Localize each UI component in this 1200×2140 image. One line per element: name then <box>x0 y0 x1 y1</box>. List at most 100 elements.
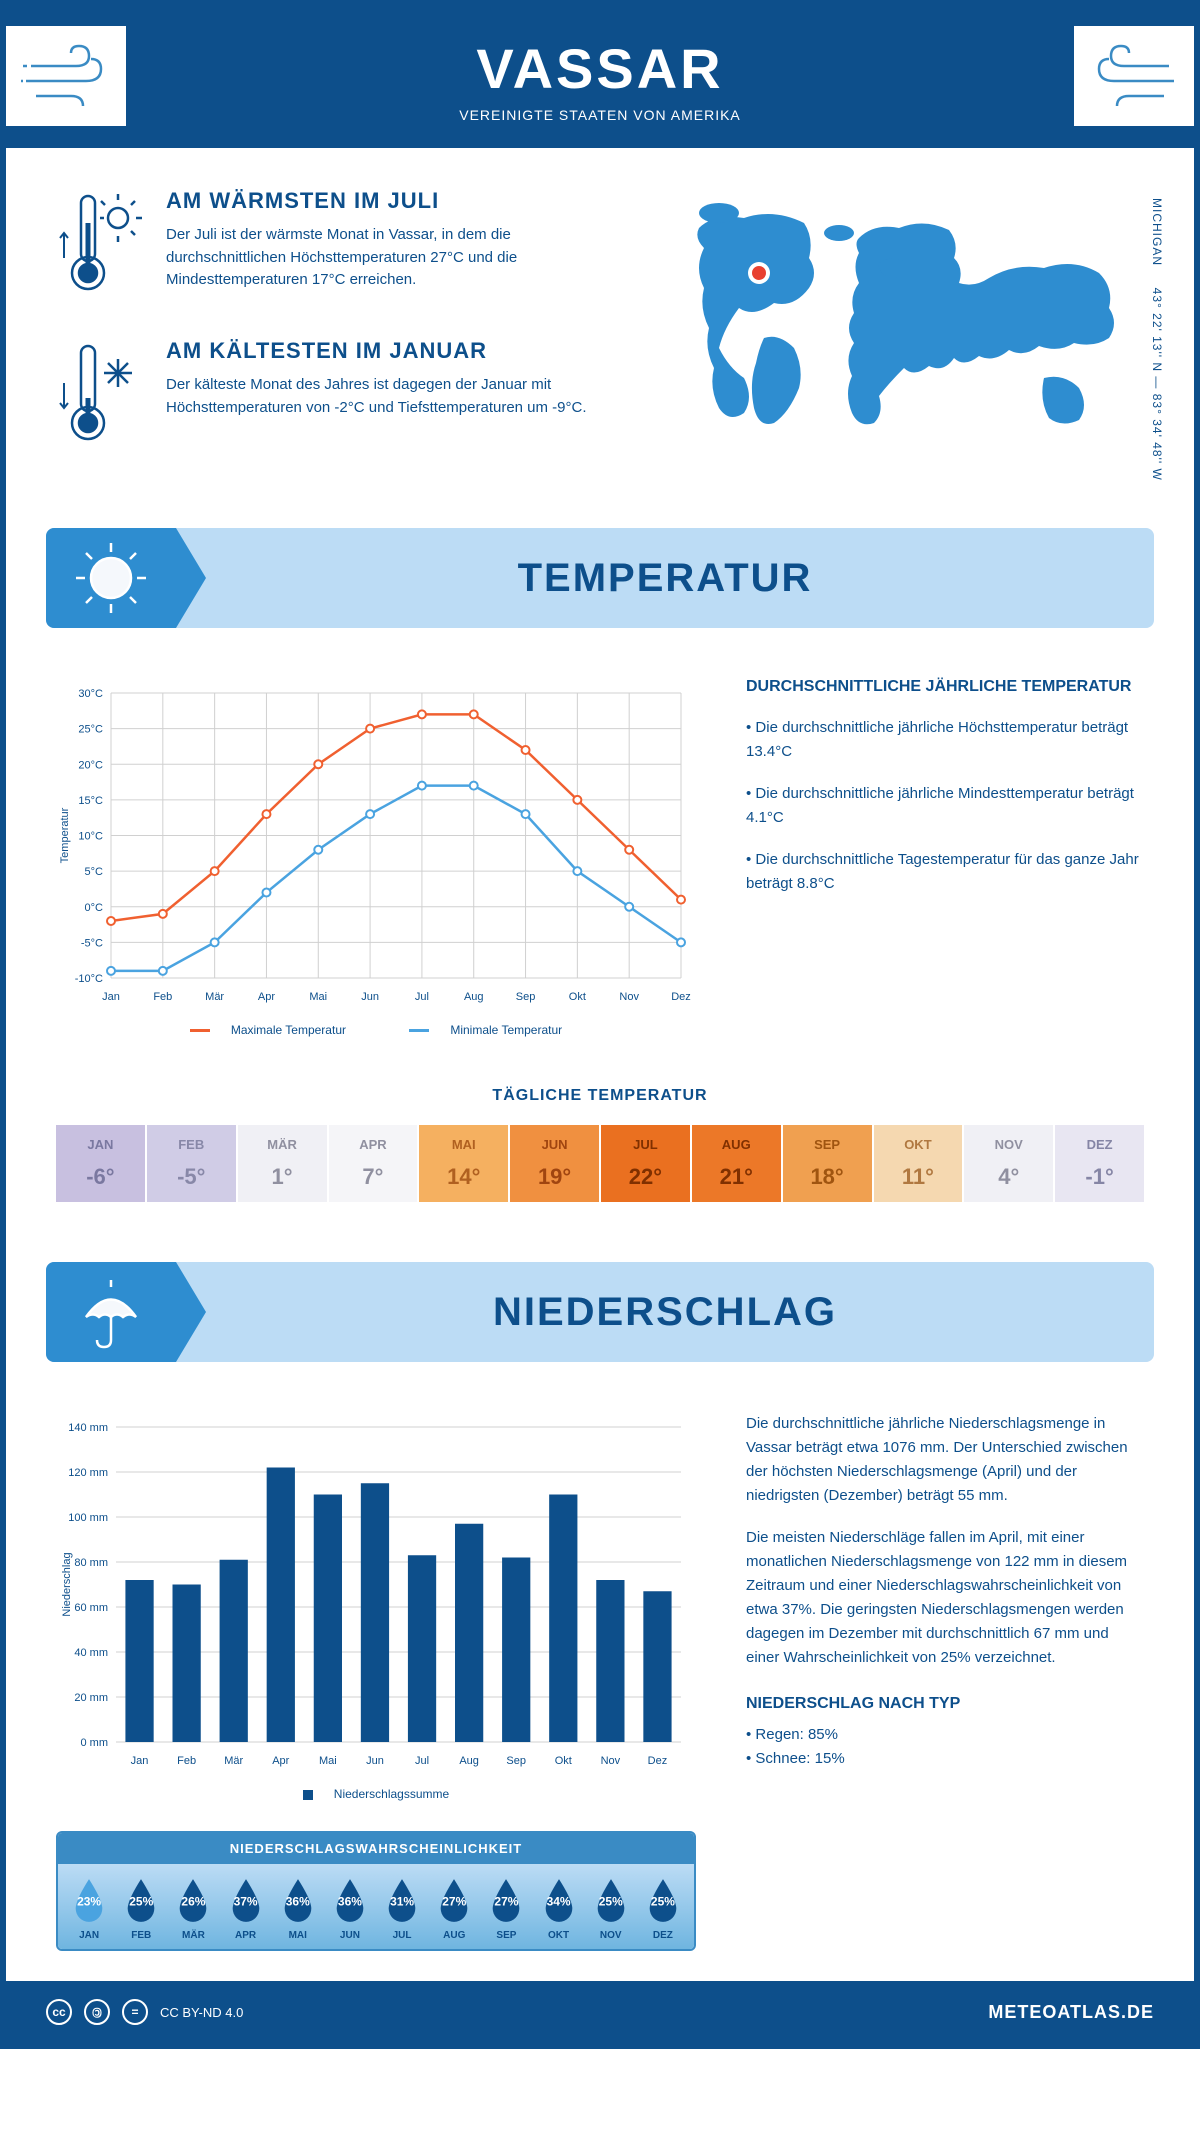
svg-text:Mär: Mär <box>224 1755 243 1767</box>
thermometer-cold-icon <box>56 338 146 453</box>
precip-prob-cell: 36%MAI <box>272 1876 324 1941</box>
nd-icon: = <box>122 1999 148 2025</box>
svg-text:0 mm: 0 mm <box>81 1737 109 1749</box>
coordinates: MICHIGAN 43° 22' 13'' N — 83° 34' 48'' W <box>1150 198 1164 481</box>
avg-temp-title: DURCHSCHNITTLICHE JÄHRLICHE TEMPERATUR <box>746 678 1144 696</box>
precip-chart-legend: Niederschlagssumme <box>56 1787 696 1801</box>
page-title: VASSAR <box>26 36 1174 101</box>
precip-prob-cell: 25%NOV <box>585 1876 637 1941</box>
world-map: MICHIGAN 43° 22' 13'' N — 83° 34' 48'' W <box>664 188 1144 488</box>
precip-prob-cell: 26%MÄR <box>167 1876 219 1941</box>
daily-temp-cell: SEP18° <box>783 1125 872 1202</box>
svg-text:20°C: 20°C <box>78 759 103 771</box>
svg-text:20 mm: 20 mm <box>74 1692 108 1704</box>
svg-text:Okt: Okt <box>569 991 586 1003</box>
daily-temp-cell: MÄR1° <box>238 1125 327 1202</box>
page-subtitle: VEREINIGTE STAATEN VON AMERIKA <box>26 107 1174 123</box>
umbrella-icon <box>46 1262 176 1362</box>
header: VASSAR VEREINIGTE STAATEN VON AMERIKA <box>6 6 1194 148</box>
svg-text:Feb: Feb <box>153 991 172 1003</box>
svg-text:Mär: Mär <box>205 991 224 1003</box>
daily-temp-cell: NOV4° <box>964 1125 1053 1202</box>
svg-text:Apr: Apr <box>258 991 275 1003</box>
coldest-text: Der kälteste Monat des Jahres ist dagege… <box>166 374 624 419</box>
svg-text:25°C: 25°C <box>78 724 103 736</box>
svg-text:Sep: Sep <box>516 991 536 1003</box>
daily-temp-section: TÄGLICHE TEMPERATUR JAN-6°FEB-5°MÄR1°APR… <box>6 1067 1194 1242</box>
daily-temp-cell: JUL22° <box>601 1125 690 1202</box>
svg-text:Nov: Nov <box>601 1755 621 1767</box>
precipitation-heading: NIEDERSCHLAG <box>176 1290 1154 1335</box>
avg-temp-item: Die durchschnittliche Tagestemperatur fü… <box>746 848 1144 896</box>
precip-prob-cell: 23%JAN <box>63 1876 115 1941</box>
temperature-heading: TEMPERATUR <box>176 556 1154 601</box>
svg-text:Aug: Aug <box>459 1755 479 1767</box>
svg-text:0°C: 0°C <box>85 902 104 914</box>
precipitation-section-banner: NIEDERSCHLAG <box>46 1262 1154 1362</box>
svg-text:Jul: Jul <box>415 991 429 1003</box>
precip-prob-cell: 31%JUL <box>376 1876 428 1941</box>
svg-text:Niederschlag: Niederschlag <box>61 1552 73 1616</box>
daily-temp-cell: OKT11° <box>874 1125 963 1202</box>
precip-prob-cell: 34%OKT <box>533 1876 585 1941</box>
svg-text:Feb: Feb <box>177 1755 196 1767</box>
precip-prob-cell: 27%SEP <box>480 1876 532 1941</box>
svg-text:60 mm: 60 mm <box>74 1602 108 1614</box>
daily-temp-title: TÄGLICHE TEMPERATUR <box>56 1087 1144 1105</box>
svg-text:140 mm: 140 mm <box>68 1422 108 1434</box>
warmest-title: AM WÄRMSTEN IM JULI <box>166 188 624 214</box>
footer: cc 🄯 = CC BY-ND 4.0 METEOATLAS.DE <box>6 1981 1194 2043</box>
svg-text:Jun: Jun <box>366 1755 384 1767</box>
svg-text:Apr: Apr <box>272 1755 289 1767</box>
temp-chart-legend: Maximale Temperatur Minimale Temperatur <box>56 1023 696 1037</box>
license-info: cc 🄯 = CC BY-ND 4.0 <box>46 1999 243 2025</box>
svg-text:5°C: 5°C <box>85 866 104 878</box>
precip-prob-title: NIEDERSCHLAGSWAHRSCHEINLICHKEIT <box>58 1833 694 1864</box>
coldest-block: AM KÄLTESTEN IM JANUAR Der kälteste Mona… <box>56 338 624 453</box>
svg-text:Dez: Dez <box>648 1755 668 1767</box>
precip-type-item: Schnee: 15% <box>746 1747 1144 1771</box>
svg-text:Sep: Sep <box>506 1755 526 1767</box>
precip-prob-cell: 27%AUG <box>428 1876 480 1941</box>
precip-prob-cell: 37%APR <box>220 1876 272 1941</box>
site-name: METEOATLAS.DE <box>988 2002 1154 2023</box>
sun-icon <box>46 528 176 628</box>
precip-by-type-title: NIEDERSCHLAG NACH TYP <box>746 1695 1144 1713</box>
svg-text:Jan: Jan <box>131 1755 149 1767</box>
svg-text:Okt: Okt <box>555 1755 572 1767</box>
avg-temp-item: Die durchschnittliche jährliche Mindestt… <box>746 782 1144 830</box>
warmest-block: AM WÄRMSTEN IM JULI Der Juli ist der wär… <box>56 188 624 303</box>
temperature-line-chart: -10°C-5°C0°C5°C10°C15°C20°C25°C30°CJanFe… <box>56 678 696 1037</box>
svg-text:40 mm: 40 mm <box>74 1647 108 1659</box>
svg-text:10°C: 10°C <box>78 831 103 843</box>
precipitation-bar-chart: 0 mm20 mm40 mm60 mm80 mm100 mm120 mm140 … <box>56 1412 696 1801</box>
svg-text:Aug: Aug <box>464 991 484 1003</box>
precip-paragraph-1: Die durchschnittliche jährliche Niedersc… <box>746 1412 1144 1508</box>
daily-temp-cell: DEZ-1° <box>1055 1125 1144 1202</box>
coldest-title: AM KÄLTESTEN IM JANUAR <box>166 338 624 364</box>
thermometer-hot-icon <box>56 188 146 303</box>
svg-text:-5°C: -5°C <box>81 937 103 949</box>
precipitation-probability-box: NIEDERSCHLAGSWAHRSCHEINLICHKEIT 23%JAN 25… <box>56 1831 696 1951</box>
by-icon: 🄯 <box>84 1999 110 2025</box>
daily-temp-cell: JUN19° <box>510 1125 599 1202</box>
svg-text:80 mm: 80 mm <box>74 1557 108 1569</box>
svg-text:Jul: Jul <box>415 1755 429 1767</box>
svg-text:100 mm: 100 mm <box>68 1512 108 1524</box>
svg-text:15°C: 15°C <box>78 795 103 807</box>
svg-text:-10°C: -10°C <box>75 973 103 985</box>
svg-text:Mai: Mai <box>309 991 327 1003</box>
warmest-text: Der Juli ist der wärmste Monat in Vassar… <box>166 224 624 292</box>
daily-temp-cell: APR7° <box>329 1125 418 1202</box>
svg-text:30°C: 30°C <box>78 688 103 700</box>
wind-icon-left <box>6 26 126 126</box>
wind-icon-right <box>1074 26 1194 126</box>
svg-text:Mai: Mai <box>319 1755 337 1767</box>
temperature-section-banner: TEMPERATUR <box>46 528 1154 628</box>
svg-text:Jun: Jun <box>361 991 379 1003</box>
svg-text:Nov: Nov <box>619 991 639 1003</box>
daily-temp-cell: MAI14° <box>419 1125 508 1202</box>
cc-icon: cc <box>46 1999 72 2025</box>
daily-temp-cell: FEB-5° <box>147 1125 236 1202</box>
precip-prob-cell: 25%DEZ <box>637 1876 689 1941</box>
